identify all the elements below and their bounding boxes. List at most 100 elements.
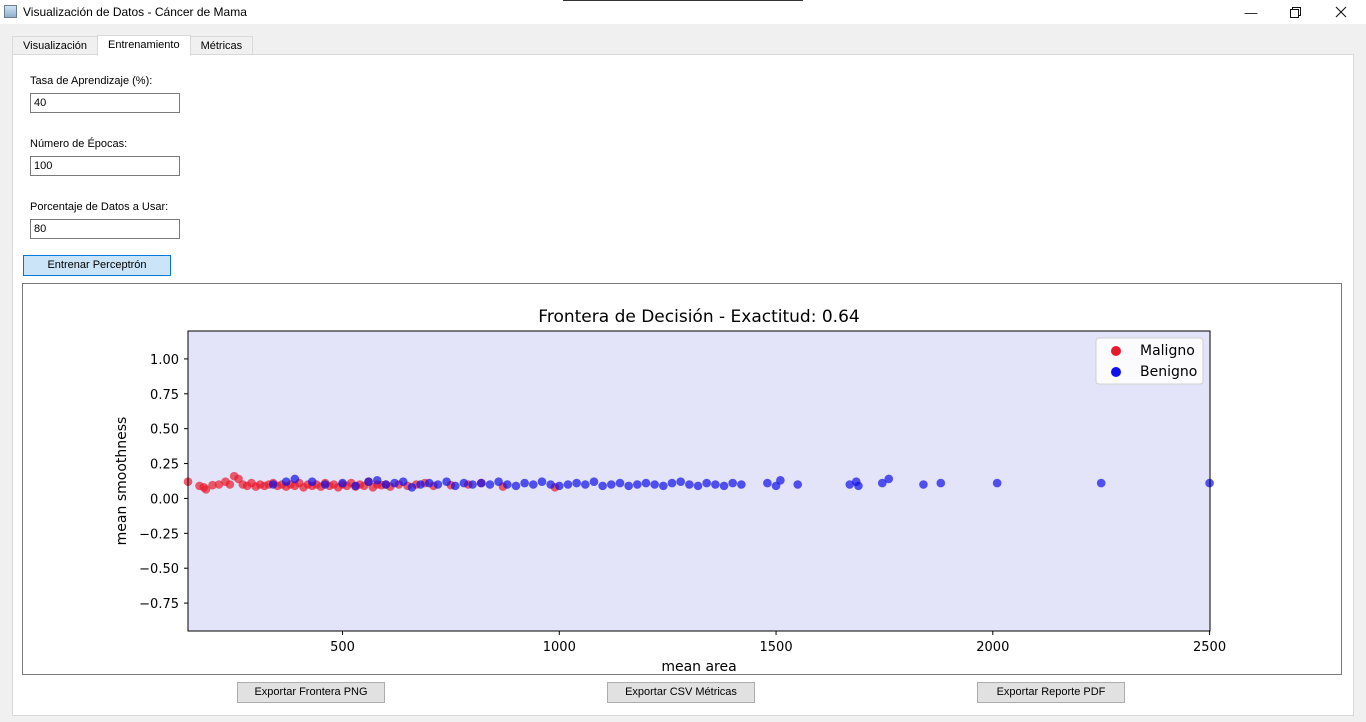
point-benigno (307, 477, 317, 486)
point-benigno (485, 480, 495, 489)
point-benigno (372, 476, 382, 485)
app-icon (4, 5, 17, 18)
point-benigno (407, 482, 417, 492)
epochs-label: Número de Épocas: (30, 138, 128, 150)
point-benigno (450, 481, 460, 491)
point-benigno (381, 480, 391, 489)
legend-label-maligno: Maligno (1140, 343, 1195, 359)
point-maligno (225, 480, 235, 489)
chart-title: Frontera de Decisión - Exactitud: 0.64 (538, 307, 859, 327)
point-benigno (702, 478, 711, 488)
export-pdf-button[interactable]: Exportar Reporte PDF (977, 682, 1125, 703)
point-benigno (992, 478, 1002, 488)
export-csv-button[interactable]: Exportar CSV Métricas (607, 682, 755, 703)
decision-boundary-chart: Frontera de Decisión - Exactitud: 0.64 1… (22, 283, 1342, 675)
data-points (183, 471, 1214, 494)
point-benigno (776, 476, 785, 485)
point-benigno (528, 480, 538, 489)
point-benigno (364, 477, 373, 486)
point-benigno (659, 481, 668, 491)
point-benigno (650, 480, 659, 489)
point-benigno (537, 477, 547, 486)
point-benigno (845, 480, 855, 489)
tab-entrenamiento[interactable]: Entrenamiento (97, 35, 191, 56)
x-tick-label: 500 (330, 640, 355, 655)
point-benigno (502, 480, 512, 489)
point-benigno (476, 478, 486, 488)
point-benigno (281, 477, 291, 486)
point-benigno (433, 480, 443, 489)
point-benigno (615, 478, 625, 488)
data-percent-label: Porcentaje de Datos a Usar: (30, 201, 169, 213)
close-icon[interactable] (1318, 0, 1364, 24)
point-benigno (424, 478, 434, 488)
learning-rate-label: Tasa de Aprendizaje (%): (30, 75, 153, 87)
point-benigno (685, 480, 694, 489)
point-benigno (711, 480, 720, 489)
y-tick-label: 1.00 (150, 353, 179, 368)
point-benigno (563, 480, 573, 489)
tab-bar: Visualización Entrenamiento Métricas (12, 35, 254, 56)
minimize-icon[interactable]: — (1244, 4, 1258, 20)
point-benigno (667, 478, 677, 488)
point-benigno (624, 481, 633, 491)
point-maligno (214, 480, 224, 489)
tab-visualizacion[interactable]: Visualización (12, 36, 99, 55)
point-benigno (598, 481, 607, 491)
point-benigno (338, 478, 347, 488)
point-benigno (1096, 478, 1106, 488)
epochs-input[interactable]: 100 (30, 156, 180, 176)
tab-metricas[interactable]: Métricas (189, 36, 254, 55)
legend-marker-maligno (1111, 346, 1121, 356)
point-benigno (676, 477, 685, 486)
point-benigno (737, 480, 746, 489)
point-benigno (693, 481, 703, 491)
point-benigno (390, 478, 399, 488)
export-png-button[interactable]: Exportar Frontera PNG (237, 682, 385, 703)
x-axis-label: mean area (661, 659, 736, 674)
y-axis: 1.00 0.75 0.50 0.25 0.00 −0.25 −0.50 −0.75 (139, 353, 188, 612)
legend-marker-benigno (1111, 367, 1121, 377)
point-benigno (589, 477, 599, 486)
point-benigno (641, 478, 651, 488)
legend: Maligno Benigno (1095, 337, 1204, 385)
y-tick-label: −0.50 (139, 562, 179, 577)
point-benigno (268, 480, 278, 489)
x-axis: 500 1000 1500 2000 2500 (330, 631, 1226, 655)
x-tick-label: 2500 (1193, 640, 1226, 655)
x-tick-label: 2000 (976, 640, 1009, 655)
y-tick-label: 0.50 (150, 423, 179, 438)
point-benigno (633, 480, 642, 489)
point-benigno (320, 480, 330, 489)
point-benigno (351, 481, 360, 491)
chart-svg: Frontera de Decisión - Exactitud: 0.64 1… (114, 307, 1226, 675)
learning-rate-input[interactable]: 40 (30, 93, 180, 113)
y-tick-label: 0.75 (150, 388, 179, 403)
point-benigno (763, 478, 772, 488)
point-benigno (442, 477, 451, 486)
point-benigno (936, 478, 946, 488)
restore-icon[interactable] (1272, 0, 1318, 24)
point-benigno (494, 477, 503, 486)
point-benigno (546, 480, 555, 489)
point-benigno (607, 480, 616, 489)
y-tick-label: 0.25 (150, 458, 179, 473)
point-benigno (581, 480, 590, 489)
point-benigno (468, 480, 477, 489)
point-benigno (555, 481, 564, 491)
title-bar: Visualización de Datos - Cáncer de Mama … (0, 0, 1366, 24)
point-benigno (511, 481, 521, 491)
point-benigno (416, 480, 425, 489)
point-maligno (208, 480, 217, 490)
point-benigno (728, 478, 738, 488)
point-benigno (520, 478, 529, 488)
point-benigno (793, 480, 803, 489)
data-percent-input[interactable]: 80 (30, 219, 180, 239)
point-benigno (459, 478, 469, 488)
point-benigno (919, 480, 928, 489)
train-perceptron-button[interactable]: Entrenar Perceptrón (23, 255, 171, 276)
point-benigno (398, 477, 408, 486)
x-tick-label: 1000 (543, 640, 576, 655)
title-strip (563, 0, 803, 1)
y-tick-label: −0.75 (139, 597, 179, 612)
